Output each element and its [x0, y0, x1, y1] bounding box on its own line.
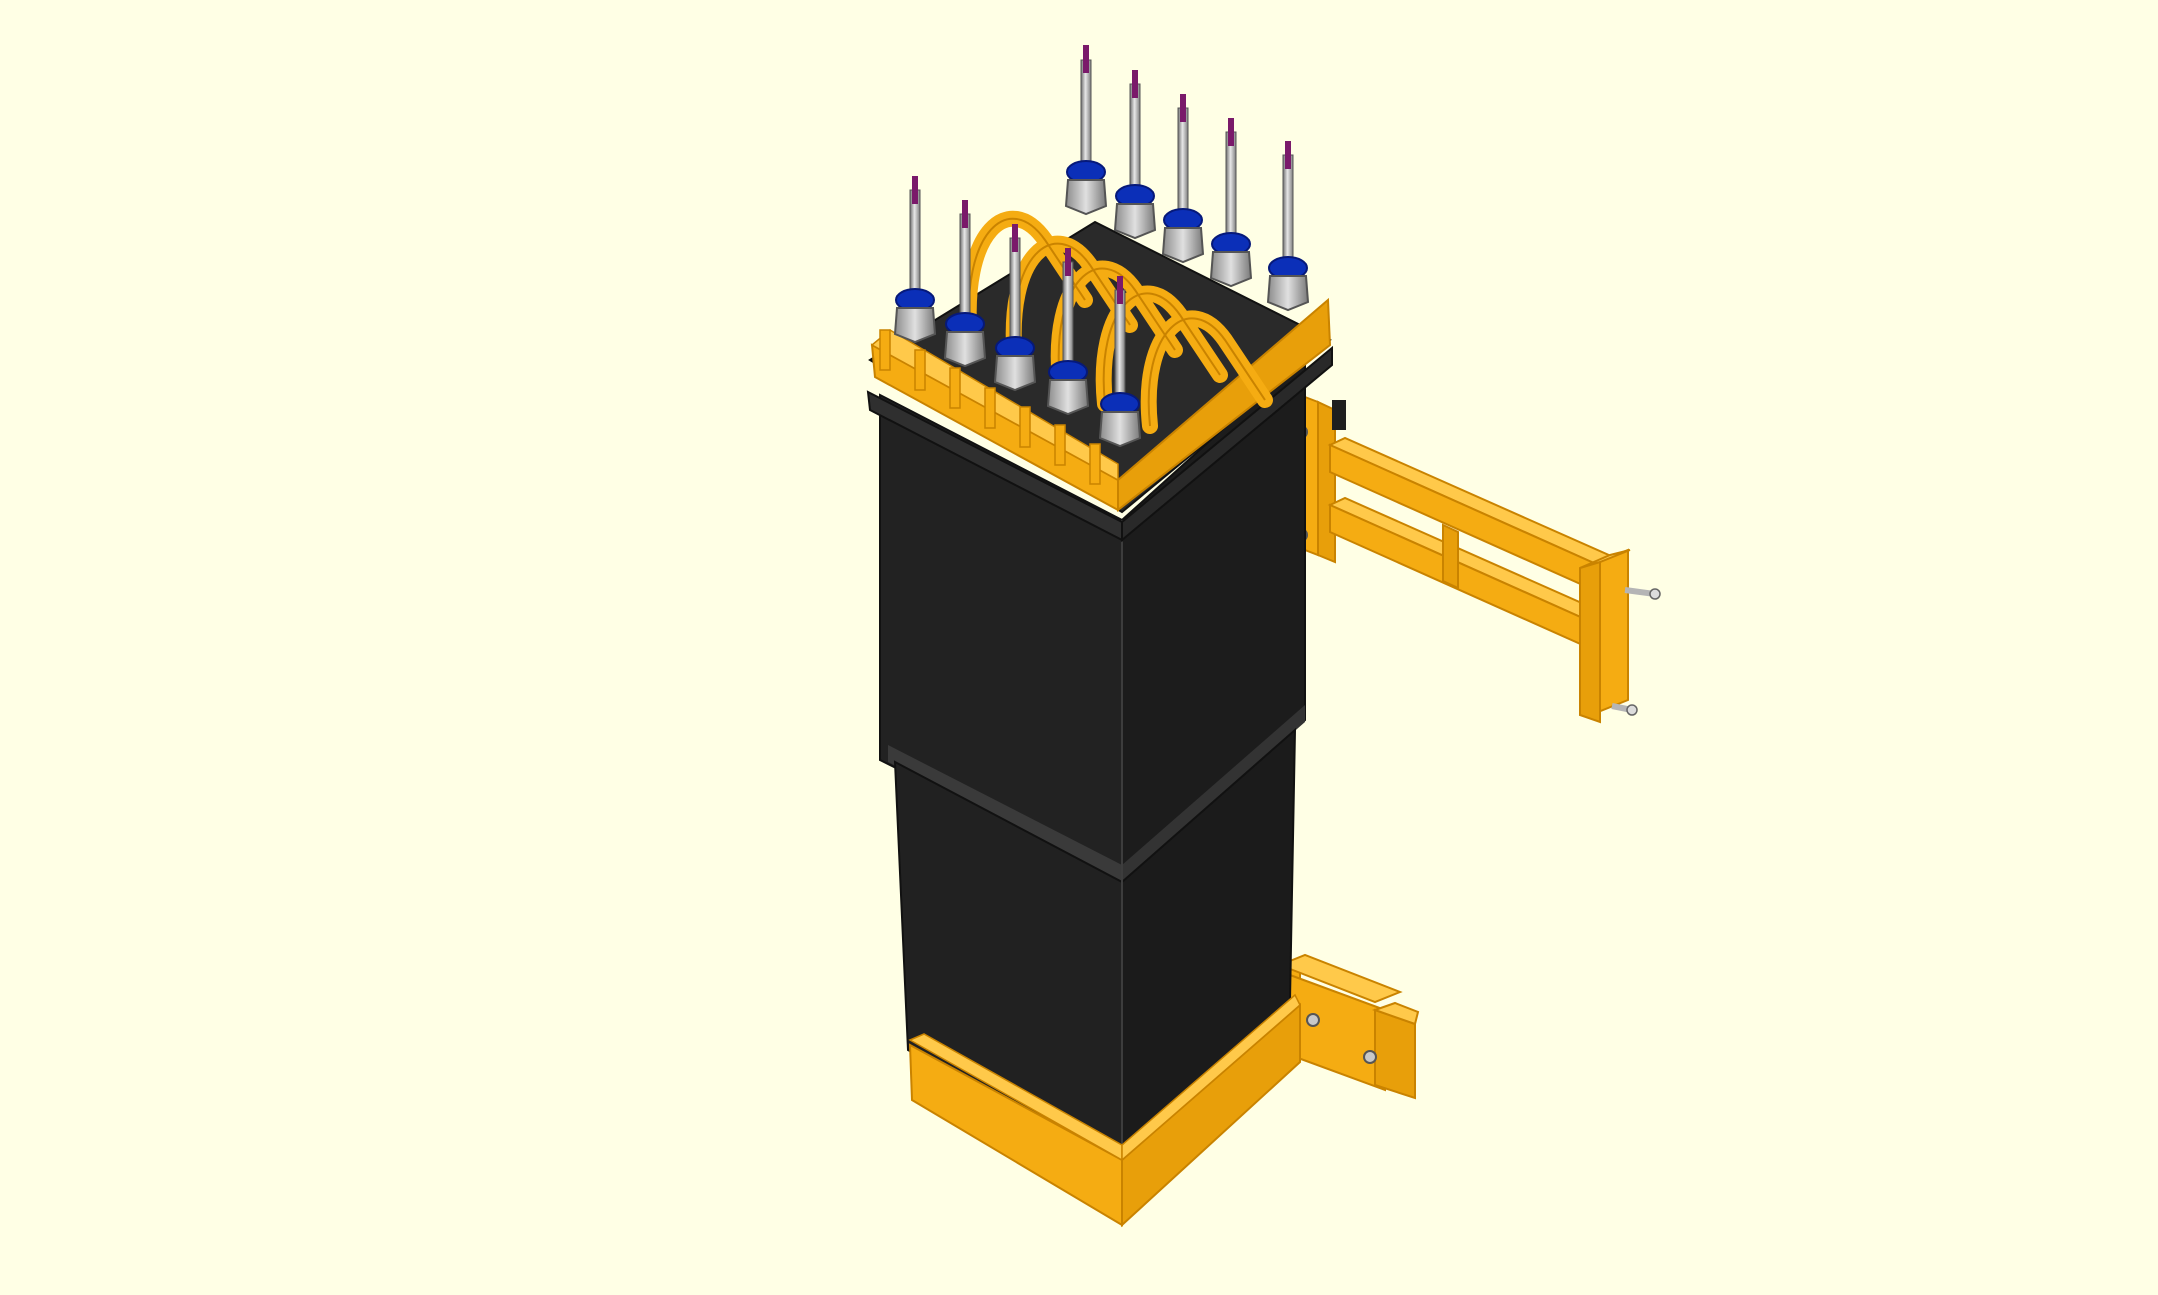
cap-comb-teeth — [879, 329, 1101, 485]
fitting-front-5 — [1098, 276, 1142, 448]
upper-side-arm — [1291, 390, 1661, 724]
fitting-back-2 — [1113, 70, 1157, 240]
fitting-front-3 — [993, 224, 1037, 392]
base-frame-right-lip — [1121, 993, 1301, 1162]
hex-nut — [1064, 179, 1108, 216]
arm-mount-slot — [1332, 400, 1346, 430]
lower-bracket-bolt-2 — [1363, 1050, 1377, 1064]
arm-end-clamp-top — [1579, 549, 1631, 569]
arm-end-pin-bottom-head — [1626, 704, 1638, 716]
fitting-back-1 — [1064, 45, 1108, 216]
lower-bracket-top-lip — [1277, 953, 1403, 1004]
back-row-fittings — [1064, 45, 1310, 312]
middle-band-left — [888, 745, 1122, 882]
fitting-front-2 — [943, 200, 987, 368]
arm-mid-strut — [1442, 523, 1459, 590]
fitting-front-4 — [1046, 248, 1090, 416]
fitting-front-1 — [893, 176, 937, 344]
lower-bracket-bolt-1 — [1306, 1013, 1320, 1027]
middle-band-right — [1122, 705, 1305, 882]
fitting-back-3 — [1161, 94, 1205, 264]
fitting-back-4 — [1209, 118, 1253, 288]
arm-end-clamp-front — [1579, 558, 1601, 724]
lower-bracket-end-block — [1374, 1008, 1416, 1100]
fitting-back-5 — [1266, 141, 1310, 312]
rod-tip — [1083, 45, 1089, 73]
arm-end-clamp-back — [1597, 548, 1629, 714]
front-row-fittings — [893, 176, 1142, 448]
cap-orange-rim-right — [1117, 297, 1332, 513]
bottom-base-frame — [908, 993, 1301, 1228]
arm-end-pin-top-head — [1649, 588, 1661, 600]
rod — [1080, 59, 1092, 176]
arch-guides-outline — [967, 217, 1266, 427]
lower-bracket-end-top — [1371, 1001, 1420, 1026]
